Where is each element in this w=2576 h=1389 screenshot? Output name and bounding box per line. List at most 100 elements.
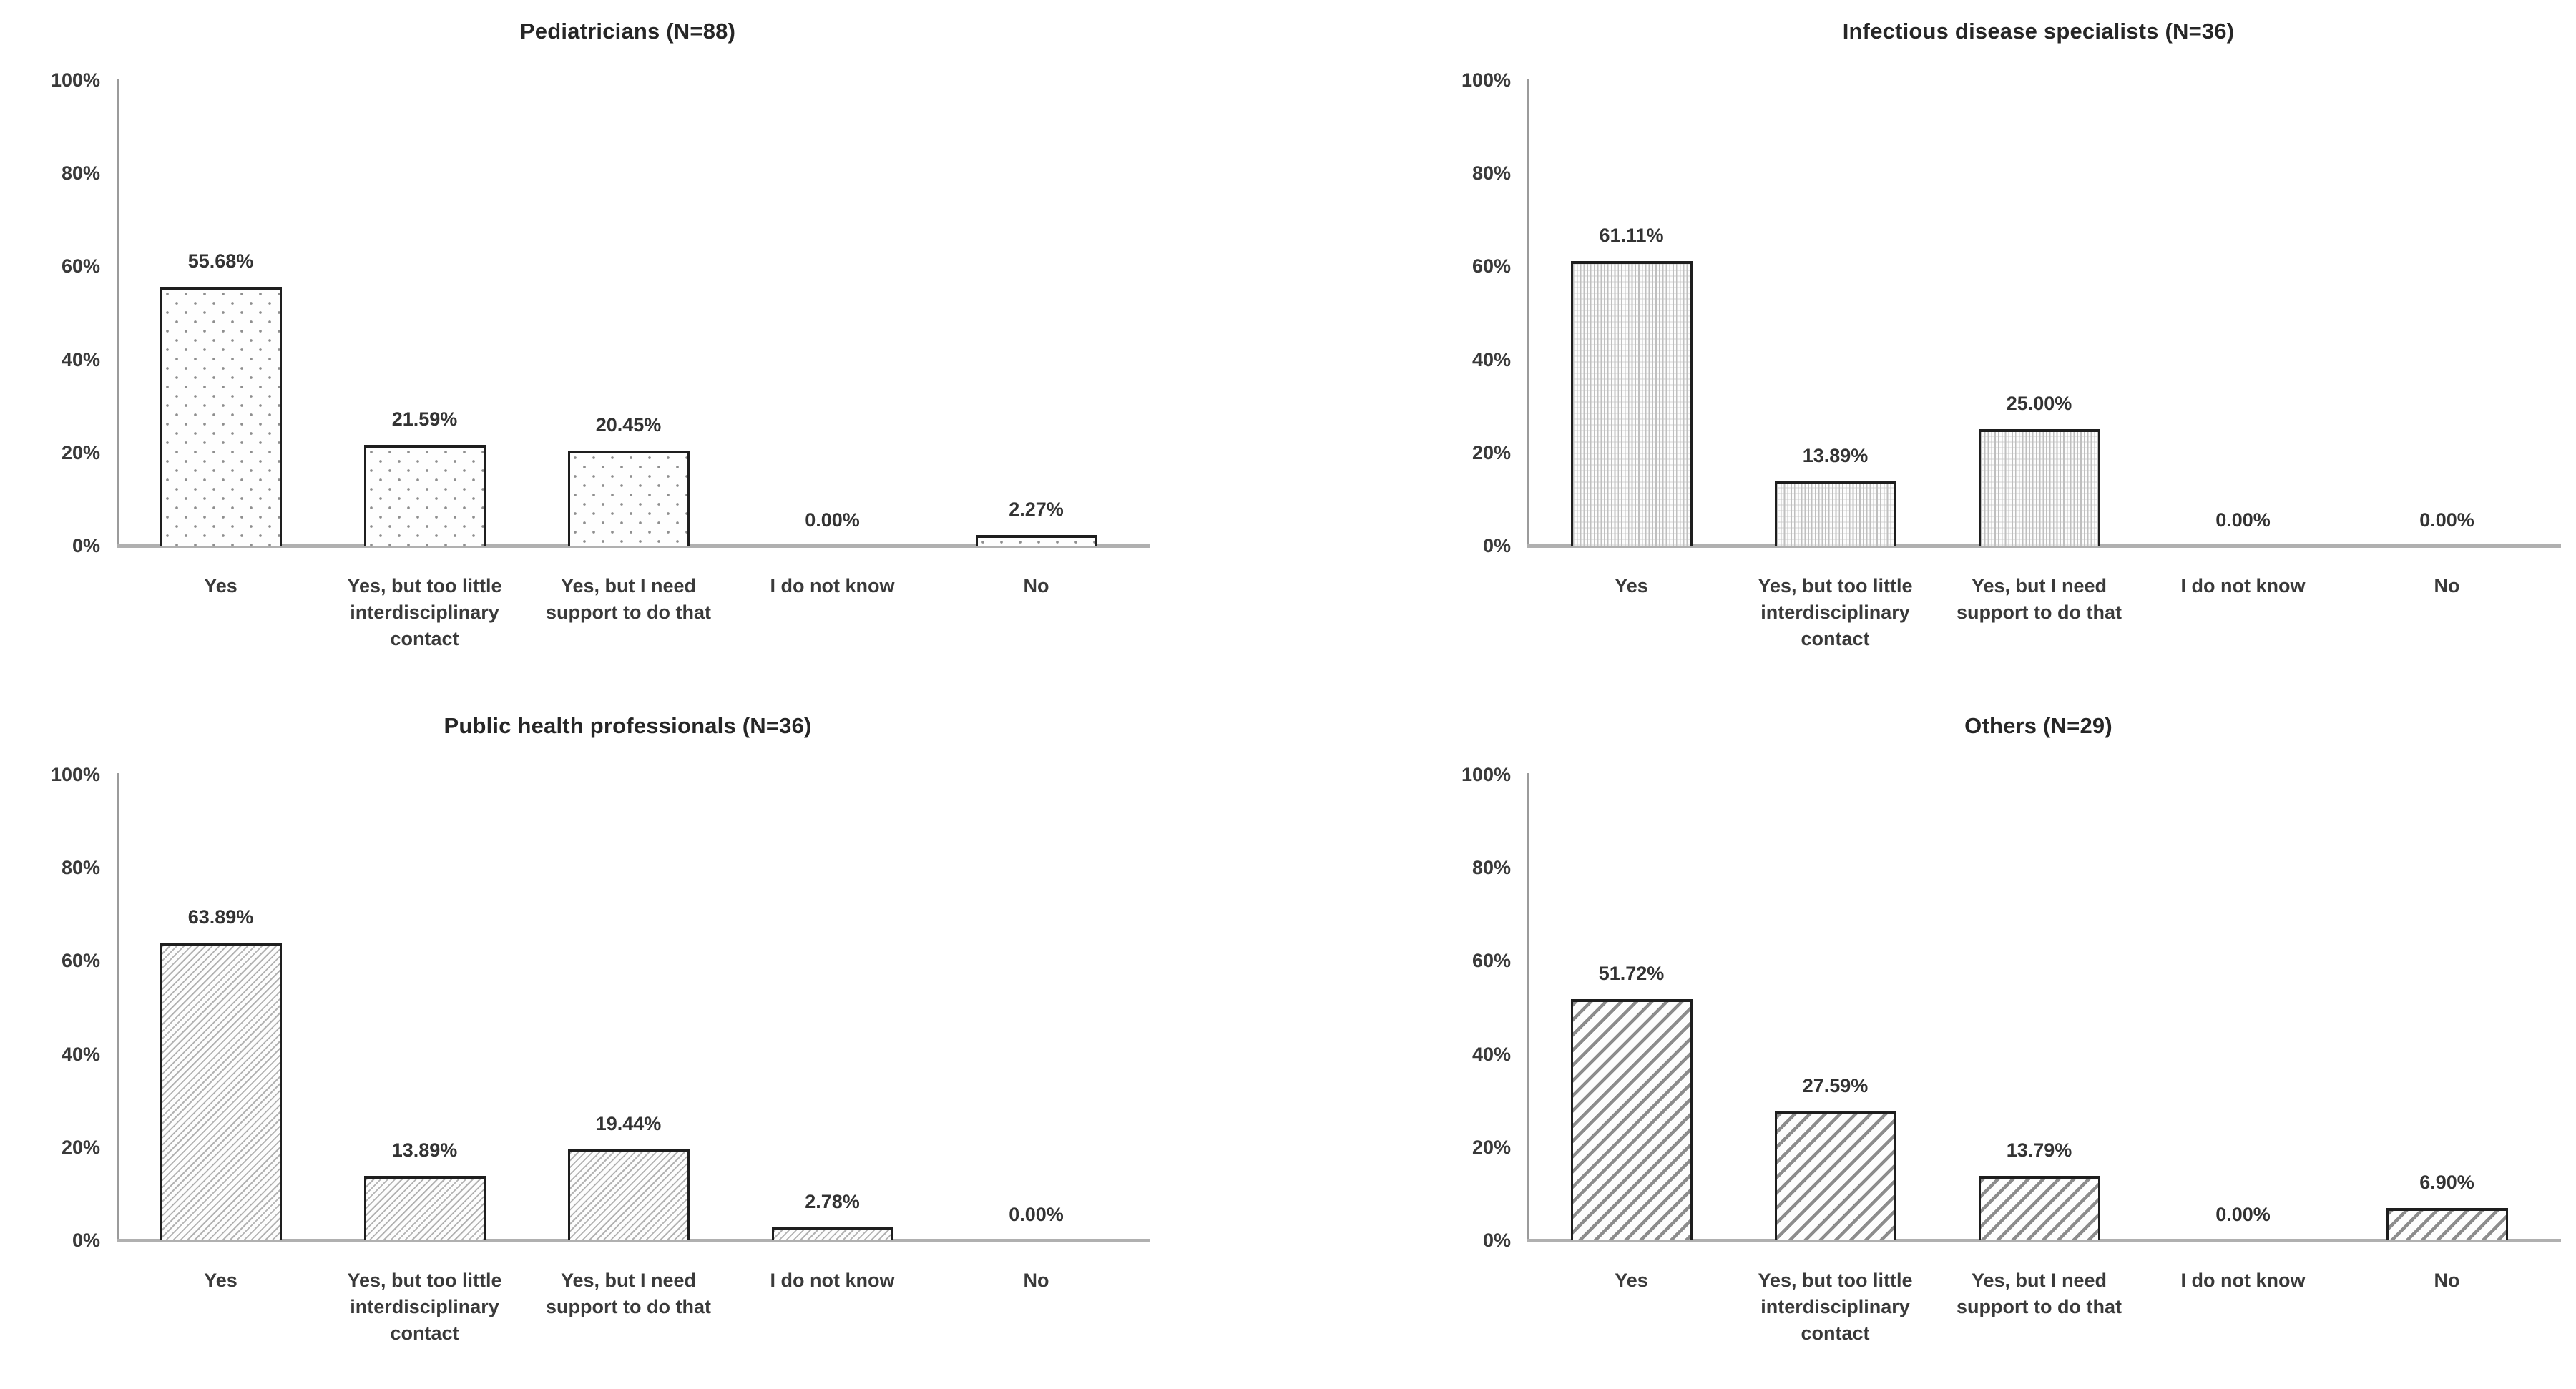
category-label: Yes, but I need support to do that bbox=[1957, 575, 2122, 623]
bar-chart-4: Others (N=29) 100% 80% 60% 40% 20% 0% 51.72% Y… bbox=[1411, 694, 2576, 1389]
category-slot: 21.59% Yes, but too little interdisciplin… bbox=[323, 80, 527, 649]
category-label: No bbox=[1023, 575, 1049, 597]
bar-slots: 63.89% Yes 13.89% Yes, but too little inter… bbox=[119, 775, 1138, 1344]
bar bbox=[363, 1176, 486, 1240]
category-slot: 63.89% Yes bbox=[119, 775, 323, 1291]
bar bbox=[1774, 481, 1896, 546]
y-tick-label: 0% bbox=[72, 1230, 100, 1251]
y-tick-label: 80% bbox=[1471, 162, 1511, 185]
value-label: 0.00% bbox=[805, 509, 860, 531]
value-label: 2.78% bbox=[805, 1191, 860, 1212]
category-label: Yes, but too little interdisciplinary co… bbox=[347, 575, 502, 649]
category-slot: 0.00% I do not know bbox=[2141, 775, 2345, 1291]
value-label: 55.68% bbox=[187, 250, 254, 272]
y-axis-line bbox=[117, 79, 119, 547]
category-label: Yes, but too little interdisciplinary co… bbox=[1758, 1270, 1913, 1344]
category-slot: 0.00% I do not know bbox=[730, 80, 934, 597]
bar-slots: 51.72% Yes 27.59% Yes, but too little inter… bbox=[1529, 775, 2549, 1344]
category-label: No bbox=[1023, 1270, 1049, 1291]
y-tick-label: 60% bbox=[61, 255, 100, 278]
bar bbox=[1570, 999, 1693, 1240]
x-axis-line bbox=[1527, 1239, 2561, 1242]
category-label: I do not know bbox=[770, 1270, 895, 1291]
y-tick-label: 20% bbox=[61, 441, 100, 463]
category-slot: 20.45% Yes, but I need support to do that bbox=[527, 80, 730, 623]
bar bbox=[567, 451, 690, 546]
category-label: Yes bbox=[204, 1270, 237, 1291]
category-slot: 51.72% Yes bbox=[1529, 775, 1733, 1291]
y-tick-label: 20% bbox=[61, 1136, 100, 1158]
category-label: Yes, but I need support to do that bbox=[546, 575, 711, 623]
y-tick-label: 0% bbox=[1482, 535, 1511, 556]
bar-chart-3: Public health professionals (N=36) 100% 8… bbox=[0, 694, 1165, 1389]
value-label: 0.00% bbox=[2215, 1204, 2271, 1225]
category-slot: 61.11% Yes bbox=[1529, 80, 1733, 597]
bar bbox=[160, 943, 282, 1240]
category-label: No bbox=[2434, 575, 2460, 597]
y-tick-label: 0% bbox=[1482, 1230, 1511, 1251]
category-label: I do not know bbox=[2180, 1270, 2306, 1291]
plot-area: 61.11% Yes 13.89% Yes, but too little inter… bbox=[1527, 79, 2561, 649]
plot-area: 63.89% Yes 13.89% Yes, but too little inter… bbox=[117, 773, 1150, 1344]
category-label: Yes, but too little interdisciplinary co… bbox=[1758, 575, 1913, 649]
value-label: 13.89% bbox=[391, 1139, 458, 1161]
value-label: 0.00% bbox=[2215, 509, 2271, 531]
value-label: 27.59% bbox=[1802, 1075, 1869, 1096]
chart-title: Others (N=29) bbox=[1964, 713, 2112, 738]
y-tick-label: 100% bbox=[1461, 764, 1511, 785]
y-tick-label: 80% bbox=[61, 857, 100, 879]
bar bbox=[1978, 429, 2100, 546]
y-tick-label: 0% bbox=[72, 535, 100, 556]
y-axis-line bbox=[117, 773, 119, 1242]
value-label: 6.90% bbox=[2419, 1172, 2474, 1193]
bar-chart-1: Pediatricians (N=88) 100% 80% 60% 40% 20% 0% … bbox=[0, 0, 1165, 694]
value-label: 2.27% bbox=[1009, 499, 1064, 520]
value-label: 0.00% bbox=[2419, 509, 2474, 531]
y-tick-label: 60% bbox=[1471, 950, 1511, 972]
value-label: 13.79% bbox=[2006, 1139, 2072, 1161]
y-tick-label: 100% bbox=[50, 764, 100, 785]
category-slot: 0.00% No bbox=[934, 775, 1138, 1291]
category-label: No bbox=[2434, 1270, 2460, 1291]
y-tick-label: 40% bbox=[61, 348, 100, 370]
category-slot: 27.59% Yes, but too little interdisciplin… bbox=[1733, 775, 1937, 1344]
category-label: I do not know bbox=[770, 575, 895, 597]
y-tick-label: 80% bbox=[61, 162, 100, 185]
plot-area: 55.68% Yes 21.59% Yes, but too little inter… bbox=[117, 79, 1150, 649]
category-slot: 13.89% Yes, but too little interdisciplin… bbox=[1733, 80, 1937, 649]
category-slot: 19.44% Yes, but I need support to do that bbox=[527, 775, 730, 1317]
value-label: 51.72% bbox=[1598, 963, 1665, 984]
y-tick-label: 20% bbox=[1471, 441, 1511, 463]
y-axis-line bbox=[1527, 79, 1529, 547]
bar-chart-2: Infectious disease specialists (N=36) 10… bbox=[1411, 0, 2576, 694]
category-slot: 2.27% No bbox=[934, 80, 1138, 597]
value-label: 20.45% bbox=[595, 414, 662, 436]
x-axis-line bbox=[117, 544, 1150, 548]
bar bbox=[363, 445, 486, 546]
value-label: 19.44% bbox=[595, 1113, 662, 1134]
chart-title: Infectious disease specialists (N=36) bbox=[1842, 19, 2235, 44]
bar bbox=[975, 535, 1097, 546]
value-label: 25.00% bbox=[2006, 393, 2072, 414]
category-label: Yes, but I need support to do that bbox=[1957, 1270, 2122, 1317]
bar bbox=[567, 1149, 690, 1240]
bar bbox=[1978, 1176, 2100, 1240]
category-slot: 55.68% Yes bbox=[119, 80, 323, 597]
category-slot: 0.00% No bbox=[2345, 80, 2549, 597]
value-label: 61.11% bbox=[1599, 225, 1664, 246]
value-label: 0.00% bbox=[1009, 1204, 1064, 1225]
category-slot: 6.90% No bbox=[2345, 775, 2549, 1291]
y-tick-label: 40% bbox=[61, 1043, 100, 1065]
x-axis-line bbox=[117, 1239, 1150, 1242]
bar bbox=[2386, 1208, 2508, 1240]
y-tick-label: 20% bbox=[1471, 1136, 1511, 1158]
bar bbox=[1774, 1111, 1896, 1240]
category-slot: 0.00% I do not know bbox=[2141, 80, 2345, 597]
category-slot: 2.78% I do not know bbox=[730, 775, 934, 1291]
category-slot: 25.00% Yes, but I need support to do that bbox=[1937, 80, 2141, 623]
bar bbox=[1570, 261, 1693, 546]
bar-slots: 61.11% Yes 13.89% Yes, but too little inter… bbox=[1529, 80, 2549, 649]
y-tick-label: 100% bbox=[1461, 69, 1511, 91]
y-tick-label: 60% bbox=[1471, 255, 1511, 278]
